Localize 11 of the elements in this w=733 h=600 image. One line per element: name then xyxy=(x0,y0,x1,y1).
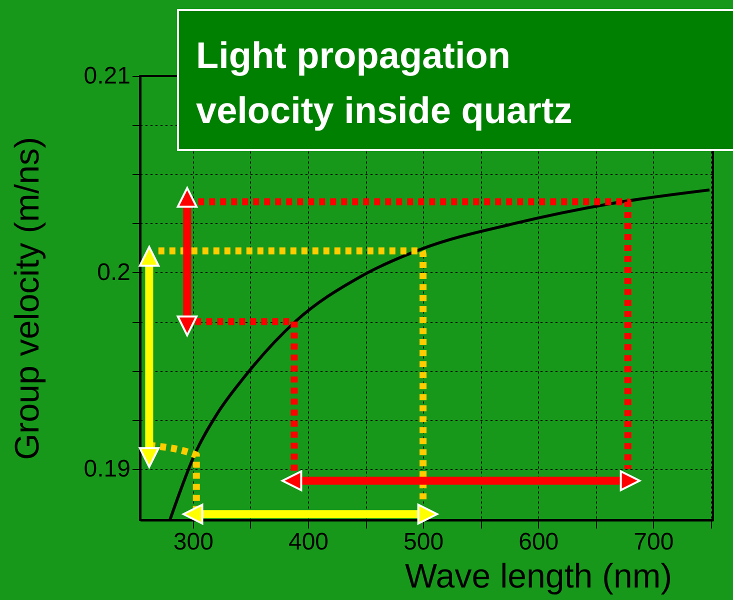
y-tick-label: 0.21 xyxy=(84,62,130,90)
x-tick-label: 500 xyxy=(404,528,444,556)
x-tick-label: 700 xyxy=(634,528,674,556)
x-tick-label: 600 xyxy=(518,528,559,556)
y-axis-title: Group velocity (m/ns) xyxy=(8,136,46,460)
chart-title: Light propagation velocity inside quartz xyxy=(196,35,572,131)
y-tick-label: 0.19 xyxy=(84,455,130,482)
x-tick-label: 300 xyxy=(173,528,214,556)
x-tick-label: 400 xyxy=(288,528,329,556)
y-tick-label: 0.2 xyxy=(97,258,130,286)
x-axis-title: Wave length (nm) xyxy=(404,558,672,596)
